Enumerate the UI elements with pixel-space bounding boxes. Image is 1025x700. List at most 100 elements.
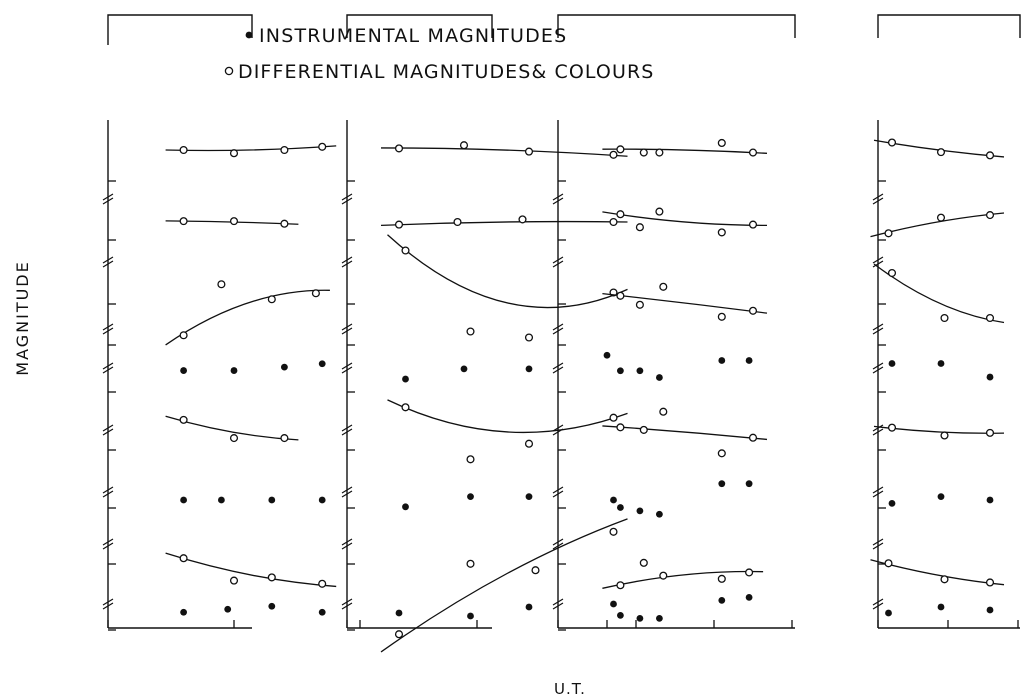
series-delta-b xyxy=(387,399,628,464)
axis-break-mark xyxy=(102,486,114,498)
axis-break-mark xyxy=(341,193,353,205)
data-point-filled xyxy=(937,603,945,611)
data-point-open xyxy=(394,630,404,639)
data-point-open xyxy=(229,576,239,585)
fit-curve xyxy=(380,220,628,227)
data-point-filled xyxy=(180,496,188,504)
data-point-filled xyxy=(218,496,225,504)
data-point-open xyxy=(940,431,949,440)
data-point-open xyxy=(280,145,289,155)
data-point-open xyxy=(717,574,726,583)
data-point-open xyxy=(267,573,276,582)
data-point-open xyxy=(179,145,188,155)
data-point-open xyxy=(887,268,897,278)
axis-break-mark xyxy=(102,538,114,550)
data-point-open xyxy=(655,148,664,157)
data-point-open xyxy=(717,138,726,148)
data-point-open xyxy=(179,415,188,424)
data-point-open xyxy=(459,141,469,150)
series-ib xyxy=(617,480,753,518)
data-point-filled xyxy=(268,602,276,610)
data-point-filled xyxy=(885,609,892,617)
axis-break-mark xyxy=(102,323,114,335)
data-point-filled xyxy=(224,605,232,613)
series-iv xyxy=(885,603,994,617)
data-point-open xyxy=(635,223,644,232)
data-point-filled xyxy=(180,367,188,374)
legend-filled-marker xyxy=(245,31,253,39)
data-point-open xyxy=(887,423,897,432)
series-iv xyxy=(617,594,753,622)
data-point-open xyxy=(318,142,327,151)
data-point-open xyxy=(717,228,726,237)
data-point-open xyxy=(985,313,995,323)
data-point-open xyxy=(940,313,949,323)
data-point-filled xyxy=(656,374,663,381)
data-point-filled xyxy=(610,496,617,504)
data-point-filled xyxy=(402,375,409,383)
data-point-open xyxy=(985,428,995,437)
data-point-filled xyxy=(460,365,468,373)
data-point-open xyxy=(531,566,540,575)
series-ib xyxy=(888,493,994,507)
axis-break-mark xyxy=(552,598,564,610)
fit-curve xyxy=(380,147,628,157)
data-point-open xyxy=(609,527,618,536)
series-delta-b-v xyxy=(380,215,628,229)
axis-break-mark xyxy=(872,193,884,205)
series-delta-b-v xyxy=(602,207,768,237)
data-point-open xyxy=(401,403,410,412)
data-point-open xyxy=(524,147,534,156)
data-point-filled xyxy=(318,608,326,616)
fit-curve xyxy=(602,211,768,227)
fit-curve xyxy=(602,292,768,314)
data-point-filled xyxy=(525,365,533,373)
data-point-open xyxy=(453,217,462,227)
data-point-open xyxy=(940,575,949,584)
axis-break-mark xyxy=(102,193,114,205)
data-point-filled xyxy=(603,351,611,359)
data-point-open xyxy=(394,220,404,229)
axis-break-mark xyxy=(341,362,353,374)
bracket-2 xyxy=(346,14,493,38)
series-delta-v xyxy=(380,518,628,653)
data-point-open xyxy=(217,280,226,289)
panel-jd-2440702 xyxy=(341,120,628,653)
axis-break-mark xyxy=(102,256,114,268)
series-delta-u-b xyxy=(873,138,1005,160)
series-delta-v xyxy=(165,552,337,588)
data-point-filled xyxy=(281,363,288,371)
data-point-open xyxy=(936,148,946,157)
series-delta-u-b xyxy=(165,142,337,158)
series-delta-b-v xyxy=(870,211,1005,238)
axis-break-mark xyxy=(552,424,564,436)
data-point-filled xyxy=(610,600,617,608)
y-axis-label: MAGNITUDE xyxy=(13,260,32,375)
series-delta-u xyxy=(165,280,330,346)
data-point-filled xyxy=(525,603,533,611)
fit-curve xyxy=(380,518,628,653)
data-point-open xyxy=(659,407,668,416)
data-point-open xyxy=(884,229,893,238)
series-delta-u xyxy=(873,263,1005,324)
data-point-filled xyxy=(937,493,945,500)
axis-break-mark xyxy=(872,538,884,550)
series-iv xyxy=(395,600,617,620)
data-point-filled xyxy=(318,496,326,504)
axis-break-mark xyxy=(872,362,884,374)
data-point-open xyxy=(229,149,239,158)
data-point-open xyxy=(616,145,625,154)
fit-curve xyxy=(387,399,628,434)
axis-break-mark xyxy=(552,538,564,550)
data-point-filled xyxy=(656,510,663,518)
data-point-filled xyxy=(745,480,753,488)
series-delta-u xyxy=(387,234,628,342)
series-delta-b xyxy=(165,415,299,443)
data-point-filled xyxy=(718,597,726,604)
data-point-open xyxy=(985,211,995,220)
data-point-open xyxy=(616,210,625,219)
axis-break-mark xyxy=(102,362,114,374)
data-point-open xyxy=(518,215,527,224)
data-point-filled xyxy=(937,360,945,367)
